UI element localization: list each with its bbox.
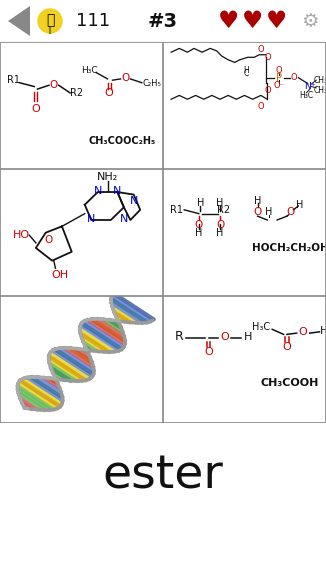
Text: R: R xyxy=(175,331,184,343)
Text: H: H xyxy=(216,199,224,209)
Text: O: O xyxy=(105,88,113,98)
Text: O: O xyxy=(264,53,271,62)
Text: CH₃COOH: CH₃COOH xyxy=(261,378,319,388)
Text: O: O xyxy=(50,80,58,90)
Text: O: O xyxy=(286,207,294,217)
Text: O: O xyxy=(216,220,224,230)
Text: CH₃COOC₂H₅: CH₃COOC₂H₅ xyxy=(89,136,156,146)
Text: NH₂: NH₂ xyxy=(97,172,118,182)
Text: O: O xyxy=(283,342,291,352)
Text: ⚙: ⚙ xyxy=(301,12,319,31)
Text: OH: OH xyxy=(52,270,69,280)
Text: R1: R1 xyxy=(7,75,20,85)
Text: O: O xyxy=(275,66,282,74)
Text: CH₃: CH₃ xyxy=(314,86,326,95)
Text: O: O xyxy=(204,347,213,357)
Text: ♥: ♥ xyxy=(265,9,287,33)
Text: H: H xyxy=(197,199,204,209)
Text: H: H xyxy=(216,228,224,238)
Text: H: H xyxy=(296,200,304,210)
Text: O⁻: O⁻ xyxy=(273,81,284,90)
Text: H: H xyxy=(243,66,249,74)
Text: O: O xyxy=(290,73,297,82)
Text: O: O xyxy=(45,236,53,245)
Text: HOCH₂CH₂OH: HOCH₂CH₂OH xyxy=(252,243,326,253)
Text: H: H xyxy=(244,332,252,342)
Text: H₃C: H₃C xyxy=(82,66,98,74)
Text: C₂H₅: C₂H₅ xyxy=(142,79,161,89)
Text: N⁺: N⁺ xyxy=(304,82,316,91)
Text: R1: R1 xyxy=(170,205,183,215)
Polygon shape xyxy=(8,6,30,36)
Text: ♥: ♥ xyxy=(242,9,262,33)
Text: HO: HO xyxy=(13,230,30,240)
Text: 111: 111 xyxy=(76,12,110,30)
Text: N: N xyxy=(87,214,96,223)
Text: O: O xyxy=(258,45,264,54)
Text: R2: R2 xyxy=(70,88,83,98)
Text: R2: R2 xyxy=(217,205,230,215)
Text: H₃C: H₃C xyxy=(252,322,270,332)
Text: O: O xyxy=(264,86,271,95)
Text: N: N xyxy=(120,214,128,223)
Text: H: H xyxy=(254,196,261,206)
Text: H: H xyxy=(265,207,273,217)
Text: O: O xyxy=(221,332,229,342)
Text: H: H xyxy=(195,228,202,238)
Text: O: O xyxy=(32,104,40,115)
Text: N: N xyxy=(129,196,138,206)
Text: O: O xyxy=(258,103,264,111)
Text: C: C xyxy=(244,69,249,78)
Text: ester: ester xyxy=(103,454,223,499)
Text: O: O xyxy=(195,220,203,230)
Text: O: O xyxy=(121,73,130,82)
Circle shape xyxy=(38,9,62,33)
Text: O: O xyxy=(299,327,307,337)
Text: 💡: 💡 xyxy=(46,13,54,27)
Text: O: O xyxy=(253,207,262,217)
Text: N: N xyxy=(94,185,102,196)
Text: #3: #3 xyxy=(148,12,178,31)
Text: H: H xyxy=(320,325,326,336)
Text: CH₃: CH₃ xyxy=(314,75,326,85)
Text: H₃C: H₃C xyxy=(299,91,314,100)
Text: N: N xyxy=(113,185,122,196)
Text: ♥: ♥ xyxy=(217,9,239,33)
Text: P: P xyxy=(276,73,282,82)
